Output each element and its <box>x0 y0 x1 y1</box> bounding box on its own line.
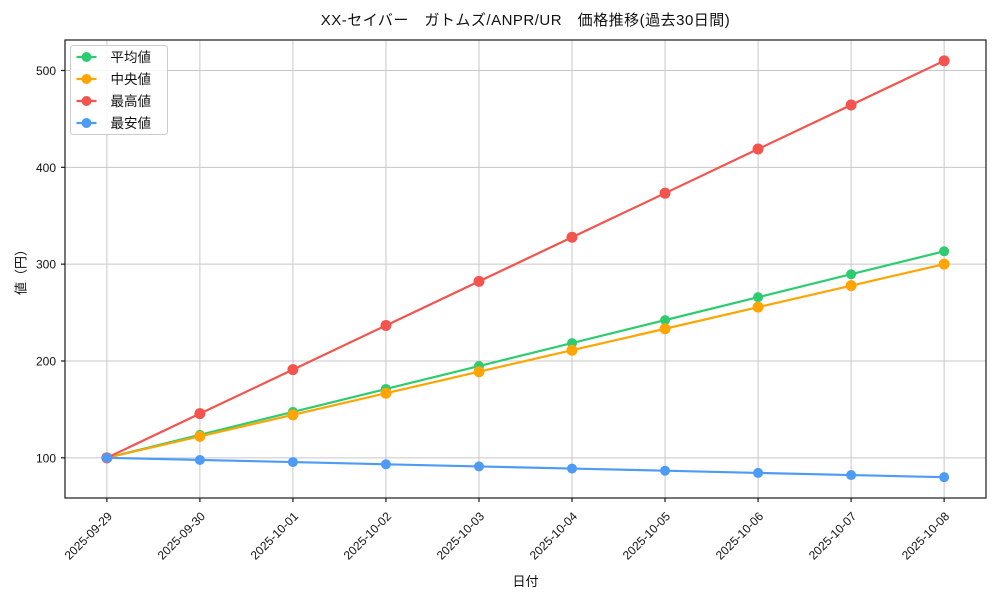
legend-box <box>70 45 168 135</box>
series-marker-max <box>287 364 299 376</box>
chart-title: XX-セイバー ガトムズ/ANPR/UR 価格推移(過去30日間) <box>320 12 731 29</box>
series-marker-min <box>939 472 950 483</box>
series-max <box>101 55 950 464</box>
series-marker-median <box>659 323 671 335</box>
series-marker-max <box>194 408 206 420</box>
series-marker-min <box>660 465 671 476</box>
legend-label-avg: 平均値 <box>111 50 152 65</box>
series-marker-min <box>567 463 578 474</box>
legend-label-min: 最安値 <box>111 116 152 131</box>
x-tick-label: 2025-10-02 <box>341 509 395 563</box>
y-tick-label: 100 <box>36 451 56 465</box>
axis-tick-labels: 2025-09-29 2025-09-30 2025-10-01 2025-10-02… <box>36 64 953 563</box>
y-tick-label: 300 <box>36 258 56 272</box>
legend-item-avg: 平均値 <box>76 50 152 65</box>
legend-marker-median <box>81 74 92 84</box>
x-tick-label: 2025-10-06 <box>713 509 767 563</box>
series-marker-median <box>566 344 578 356</box>
series-marker-avg <box>753 292 764 303</box>
series-marker-max <box>938 55 950 67</box>
series-marker-max <box>659 187 671 199</box>
series-median <box>101 258 950 464</box>
legend-label-median: 中央値 <box>111 72 152 87</box>
series-marker-avg <box>939 246 950 257</box>
series-marker-min <box>846 470 857 481</box>
x-tick-label: 2025-10-01 <box>248 509 302 563</box>
series-line-max <box>105 59 946 459</box>
x-axis-label: 日付 <box>512 574 539 589</box>
series-marker-min <box>473 461 484 472</box>
series-marker-min <box>194 454 205 465</box>
series-marker-min <box>101 452 112 463</box>
series-marker-max <box>473 275 485 287</box>
series-line-avg <box>105 250 946 459</box>
series-marker-min <box>380 459 391 470</box>
series-marker-avg <box>660 315 671 326</box>
x-tick-label: 2025-10-07 <box>806 509 860 563</box>
legend-marker-max <box>81 96 92 106</box>
series-marker-median <box>194 430 206 442</box>
series-marker-max <box>566 231 578 243</box>
plot-border <box>64 39 987 499</box>
series-marker-median <box>938 258 950 270</box>
legend-marker-avg <box>81 52 92 62</box>
series-marker-median <box>845 280 857 292</box>
x-tick-label: 2025-09-29 <box>62 509 116 563</box>
y-tick-label: 400 <box>36 161 56 175</box>
series-marker-max <box>845 99 857 111</box>
series-marker-median <box>752 301 764 313</box>
legend-item-max: 最高値 <box>76 93 152 109</box>
legend-marker-min <box>81 118 92 128</box>
series-marker-median <box>380 387 392 399</box>
series-marker-min <box>287 457 298 468</box>
legend-label-max: 最高値 <box>111 93 152 109</box>
y-tick-label: 200 <box>36 354 56 368</box>
x-tick-label: 2025-09-30 <box>155 509 209 563</box>
series-marker-max <box>380 319 392 331</box>
series-min <box>101 452 950 483</box>
series-marker-max <box>752 143 764 155</box>
x-tick-label: 2025-10-08 <box>899 509 953 563</box>
series-line-median <box>105 263 946 459</box>
series-line-min <box>105 456 946 479</box>
series-marker-avg <box>846 269 857 280</box>
x-tick-label: 2025-10-05 <box>620 509 674 563</box>
gridlines <box>65 40 986 498</box>
series-marker-min <box>753 467 764 478</box>
x-tick-label: 2025-10-04 <box>527 509 581 563</box>
series-marker-median <box>473 366 485 378</box>
series-marker-median <box>287 409 299 421</box>
legend-item-median: 中央値 <box>76 72 152 87</box>
x-tick-label: 2025-10-03 <box>434 509 488 563</box>
legend-item-min: 最安値 <box>76 116 152 131</box>
axis-ticks <box>61 69 945 502</box>
y-tick-label: 500 <box>36 64 56 78</box>
